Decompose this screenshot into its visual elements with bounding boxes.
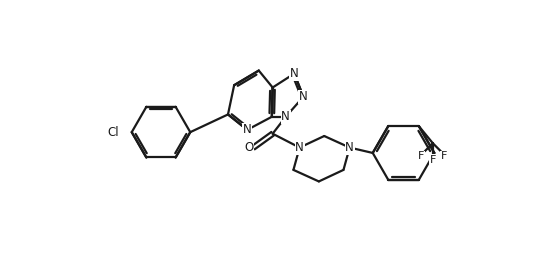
Text: N: N (299, 90, 308, 103)
Text: N: N (290, 67, 299, 80)
Text: Cl: Cl (108, 126, 119, 139)
Text: F: F (419, 151, 424, 161)
Text: O: O (244, 141, 253, 154)
Text: N: N (281, 110, 290, 123)
Text: N: N (243, 123, 252, 136)
Text: F: F (441, 151, 447, 161)
Text: N: N (295, 141, 304, 154)
Text: F: F (430, 155, 436, 165)
Text: N: N (345, 141, 354, 154)
